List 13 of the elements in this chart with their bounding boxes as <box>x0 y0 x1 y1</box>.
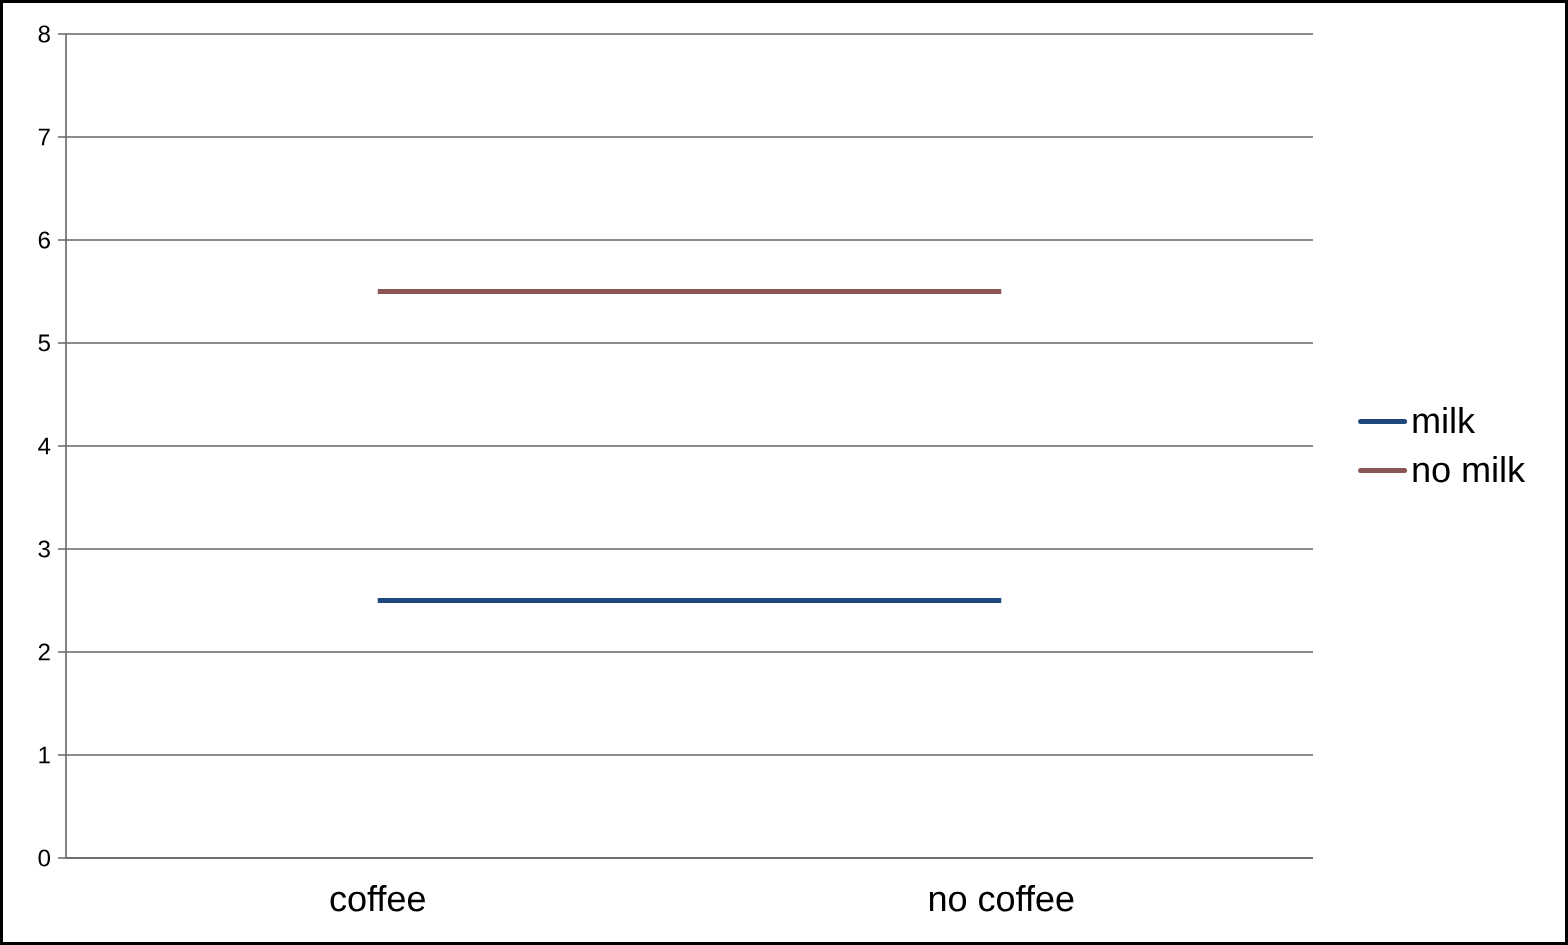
y-tick-label: 1 <box>39 746 50 764</box>
y-tick-label: 3 <box>38 540 50 558</box>
x-tick-label: coffee <box>330 885 425 912</box>
y-tick-label: 0 <box>38 849 51 867</box>
y-tick-label: 7 <box>38 128 50 146</box>
y-tick-label: 4 <box>38 437 51 455</box>
legend-label: no milk <box>1413 455 1526 483</box>
y-tick-label: 5 <box>38 334 50 352</box>
y-tick-label: 2 <box>38 643 50 661</box>
y-tick-label: 6 <box>38 231 50 249</box>
x-tick-label: no coffee <box>929 885 1074 912</box>
y-tick-label: 8 <box>38 25 50 43</box>
legend-label: milk <box>1413 406 1476 433</box>
